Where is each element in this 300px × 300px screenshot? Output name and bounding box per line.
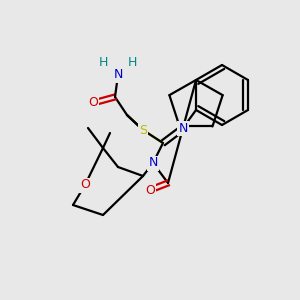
- Text: O: O: [88, 97, 98, 110]
- Text: S: S: [139, 124, 147, 136]
- Text: N: N: [113, 68, 123, 82]
- Text: H: H: [127, 56, 137, 68]
- Text: N: N: [148, 157, 158, 169]
- Text: O: O: [80, 178, 90, 191]
- Text: H: H: [98, 56, 108, 68]
- Text: O: O: [145, 184, 155, 196]
- Text: N: N: [178, 122, 188, 134]
